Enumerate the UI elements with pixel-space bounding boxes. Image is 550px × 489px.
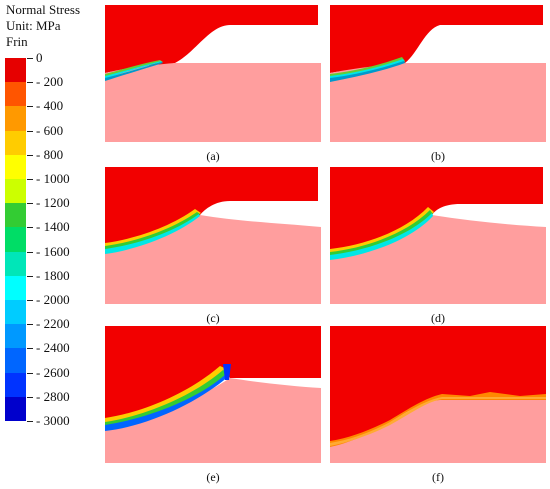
legend-label: - 1000 <box>36 171 70 186</box>
stress-band-inner <box>330 61 405 82</box>
legend-swatch <box>5 179 26 204</box>
legend-label: - 400 <box>36 98 64 114</box>
stress-band-outer <box>105 366 229 428</box>
legend-swatch <box>5 275 26 301</box>
workpiece-region <box>330 398 546 463</box>
workpiece-region <box>330 63 546 142</box>
workpiece-region <box>105 215 321 304</box>
workpiece-region <box>330 215 546 304</box>
workpiece-region <box>105 378 321 463</box>
legend-label: - 1400 <box>36 219 70 235</box>
legend-label: - 1200 <box>36 195 70 211</box>
legend-tick <box>27 227 33 229</box>
legend-swatch <box>5 203 26 228</box>
legend-label: - 2000 <box>36 292 70 307</box>
stress-band-inner <box>105 62 163 81</box>
stress-band-outer <box>330 57 405 78</box>
legend-label: - 800 <box>36 146 64 162</box>
panel-b-plot <box>330 5 546 142</box>
legend-label: - 2400 <box>36 340 70 356</box>
chip-region <box>330 167 543 257</box>
legend-title-line-2: Unit: MPa <box>6 18 61 33</box>
legend-swatch <box>5 300 26 325</box>
panel-e <box>105 326 321 463</box>
chip-region <box>105 5 318 73</box>
legend-tick <box>27 251 33 253</box>
legend-tick <box>27 275 33 277</box>
legend-tick <box>27 348 33 350</box>
legend-tick <box>27 421 33 422</box>
legend-tick <box>27 300 33 301</box>
legend-swatch <box>5 58 26 83</box>
panel-f-plot <box>330 326 546 463</box>
legend-tick <box>27 82 33 84</box>
caption-d: (d) <box>431 311 445 325</box>
caption-b: (b) <box>431 149 445 163</box>
legend-label: - 2600 <box>36 364 70 380</box>
legend-color-bar <box>5 58 26 422</box>
panel-a-plot <box>105 5 321 142</box>
legend-swatch <box>5 372 26 398</box>
stress-band-mid <box>105 61 162 79</box>
legend-swatch <box>5 82 26 107</box>
legend-tick <box>27 154 33 156</box>
stress-band-mid <box>330 210 433 258</box>
legend-swatch <box>5 106 26 132</box>
stress-band-mid <box>105 212 200 252</box>
legend-title-line-1: Normal Stress <box>6 2 81 17</box>
legend-tick <box>27 179 33 180</box>
panel-b <box>330 5 546 142</box>
legend-tick <box>27 203 33 205</box>
legend-tick <box>27 106 33 108</box>
legend-tick <box>27 130 33 132</box>
legend-swatch <box>5 251 26 277</box>
stress-band-inner <box>330 213 433 260</box>
stress-band-mid <box>330 59 405 80</box>
stress-band-outer <box>330 207 434 257</box>
legend-tick <box>27 58 33 59</box>
legend-label: - 200 <box>36 74 64 90</box>
panel-d-plot <box>330 167 546 304</box>
legend-tick <box>27 324 33 326</box>
stress-band-inner <box>105 214 200 254</box>
caption-a: (a) <box>206 149 220 163</box>
legend-label: - 600 <box>36 122 64 138</box>
panel-f <box>330 326 546 463</box>
caption-f: (f) <box>432 470 444 484</box>
legend-label: - 1800 <box>36 267 70 283</box>
panel-e-plot <box>105 326 321 463</box>
stress-band-outer <box>105 209 201 251</box>
legend-swatch <box>5 130 26 156</box>
chip-region <box>330 326 546 444</box>
chip-region <box>330 5 543 73</box>
legend-swatch <box>5 396 26 422</box>
workpiece-region <box>105 63 321 142</box>
legend-swatch <box>5 227 26 253</box>
legend-label: - 2800 <box>36 388 70 404</box>
legend-label: 0 <box>36 50 43 65</box>
legend-label: - 3000 <box>36 413 70 428</box>
panel-c <box>105 167 321 304</box>
panel-a <box>105 5 321 142</box>
panel-d <box>330 167 546 304</box>
stress-band-inner <box>105 374 229 431</box>
caption-c: (c) <box>206 311 220 325</box>
caption-e: (e) <box>206 470 220 484</box>
legend-label: - 2200 <box>36 316 70 332</box>
legend-swatch <box>5 324 26 349</box>
legend-label: - 1600 <box>36 243 70 259</box>
legend-swatch <box>5 154 26 180</box>
panel-c-plot <box>105 167 321 304</box>
legend-tick <box>27 372 33 374</box>
stress-peak <box>223 364 231 380</box>
legend-title-line-3: Frin <box>6 34 28 49</box>
legend-swatch <box>5 348 26 374</box>
legend-tick <box>27 396 33 398</box>
